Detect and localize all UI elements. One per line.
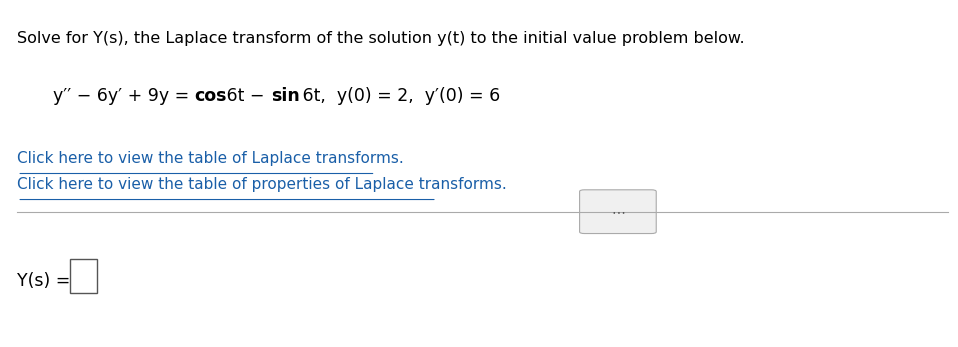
FancyBboxPatch shape	[70, 259, 97, 293]
Text: cos: cos	[194, 87, 227, 105]
Text: Solve for Y(s), the Laplace transform of the solution y(t) to the initial value : Solve for Y(s), the Laplace transform of…	[17, 31, 745, 46]
Text: Click here to view the table of properties of Laplace transforms.: Click here to view the table of properti…	[17, 177, 507, 192]
Text: 6t,  y(0) = 2,  y′(0) = 6: 6t, y(0) = 2, y′(0) = 6	[297, 87, 500, 105]
Text: sin: sin	[271, 87, 300, 105]
Text: y′′ − 6y′ + 9y =: y′′ − 6y′ + 9y =	[53, 87, 194, 105]
Text: Click here to view the table of Laplace transforms.: Click here to view the table of Laplace …	[17, 151, 404, 166]
Text: ⋯: ⋯	[611, 205, 625, 219]
Text: 6t −: 6t −	[221, 87, 270, 105]
Text: Y(s) =: Y(s) =	[17, 272, 71, 290]
FancyBboxPatch shape	[580, 190, 656, 234]
